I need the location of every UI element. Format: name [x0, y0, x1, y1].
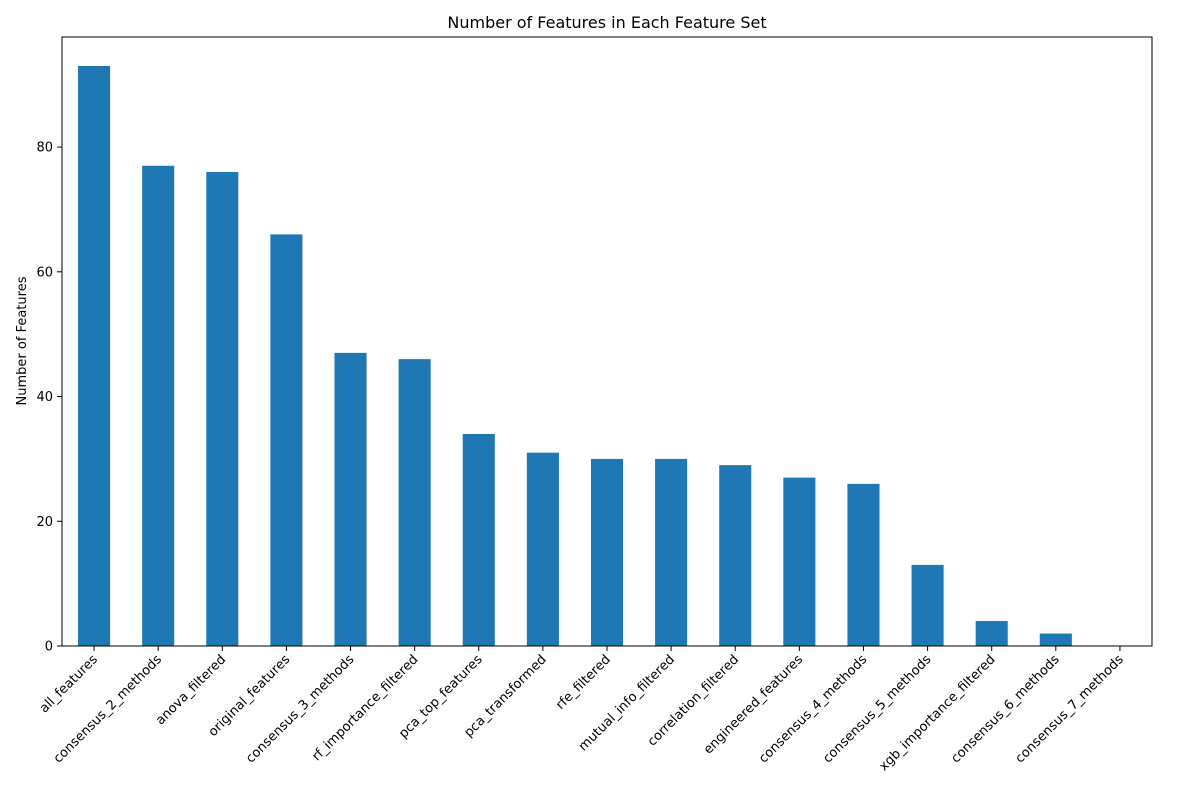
y-tick-label: 80	[36, 141, 53, 156]
x-tick-label: consensus_6_methods	[949, 652, 1063, 766]
bar-rfe_filtered	[590, 458, 624, 646]
y-axis-label: Number of Features	[15, 276, 30, 405]
bar-all_features	[78, 66, 111, 646]
bar-consensus_5_methods	[911, 564, 944, 646]
bar-engineered_features	[783, 477, 816, 646]
bar-pca_top_features	[462, 433, 495, 646]
bar-pca_transformed	[526, 452, 559, 646]
bar-anova_filtered	[206, 172, 239, 646]
bar-consensus_2_methods	[142, 165, 175, 646]
y-tick-label: 20	[36, 515, 53, 530]
x-tick-label: consensus_3_methods	[243, 652, 357, 766]
y-tick-label: 0	[45, 640, 53, 655]
x-tick-label: consensus_4_methods	[756, 652, 870, 766]
bar-consensus_3_methods	[334, 352, 367, 646]
bar-consensus_6_methods	[1039, 633, 1072, 646]
bar-mutual_info_filtered	[655, 458, 688, 646]
y-axis: 0 20 40 60 80	[36, 141, 62, 655]
bar-correlation_filtered	[719, 465, 752, 646]
x-tick-label: consensus_2_methods	[51, 652, 165, 766]
x-tick-label: consensus_7_methods	[1013, 652, 1127, 766]
bars-group	[78, 66, 1072, 646]
bar-rf_importance_filtered	[398, 359, 431, 646]
x-tick-label: rfe_filtered	[553, 652, 614, 713]
x-tick-label: consensus_5_methods	[820, 652, 934, 766]
y-tick-label: 60	[36, 265, 53, 280]
bar-original_features	[270, 234, 303, 646]
x-tick-label: xgb_importance_filtered	[876, 652, 998, 774]
bar-consensus_4_methods	[847, 483, 880, 646]
bar-xgb_importance_filtered	[975, 621, 1008, 646]
x-tick-label: all_features	[37, 652, 101, 716]
y-tick-label: 40	[36, 390, 53, 405]
x-tick-label: rf_importance_filtered	[309, 652, 421, 764]
chart-title: Number of Features in Each Feature Set	[447, 13, 766, 32]
x-axis: all_featuresconsensus_2_methodsanova_fil…	[37, 646, 1127, 774]
